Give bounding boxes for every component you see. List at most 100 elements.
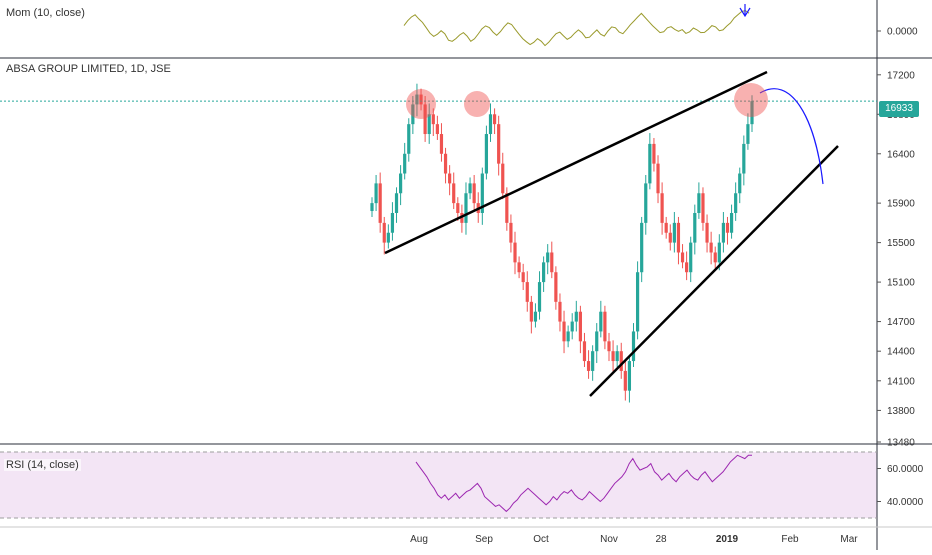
candle-body (623, 370, 627, 391)
candle-body (693, 212, 697, 243)
time-tick-label: Feb (781, 534, 799, 545)
candle-body (599, 311, 603, 332)
time-tick-label: Mar (840, 534, 858, 545)
candle-body (505, 193, 509, 223)
price-tick-label: 13800 (887, 406, 915, 417)
rsi-band-background (0, 452, 877, 518)
candle-body (586, 361, 591, 371)
candle-body (668, 232, 672, 243)
candle-body (591, 351, 595, 371)
candle-body (558, 301, 562, 322)
candle-body (374, 183, 378, 204)
candle-body (525, 282, 529, 302)
candle-body (537, 282, 542, 312)
time-tick-label: Oct (533, 534, 549, 545)
price-chart-title: ABSA GROUP LIMITED, 1D, JSE (4, 63, 173, 75)
momentum-title: Mom (10, close) (4, 7, 87, 19)
rsi-title: RSI (14, close) (4, 459, 81, 471)
candle-body (729, 212, 734, 233)
candle-body (456, 203, 460, 213)
time-tick-label: 28 (655, 534, 667, 545)
candle-body (750, 101, 754, 125)
candle-body (546, 252, 550, 263)
candle-body (635, 272, 640, 332)
candle-body (648, 143, 652, 184)
time-tick-label: Aug (410, 534, 428, 545)
time-tick-label: 2019 (716, 534, 739, 545)
candle-body (435, 124, 439, 135)
candle-body (582, 341, 587, 362)
candle-body (521, 272, 525, 283)
candle-body (603, 311, 607, 342)
time-axis: Aug Sep Oct Nov 28 2019 Feb Mar (410, 534, 858, 545)
candle-body (607, 341, 611, 352)
top-marker-2 (464, 91, 490, 117)
candle-body (701, 193, 705, 223)
candle-body (480, 173, 484, 213)
candle-body (689, 242, 693, 273)
candle-body (631, 331, 636, 362)
time-tick-label: Sep (475, 534, 493, 545)
candle-body (497, 124, 501, 164)
candlestick-series (370, 83, 754, 403)
candle-body (378, 183, 382, 223)
candle-body (423, 104, 427, 135)
top-marker-3 (734, 83, 768, 117)
candle-body (574, 311, 578, 322)
price-tick-label: 13480 (887, 438, 915, 449)
candle-body (595, 331, 599, 352)
candle-body (513, 242, 517, 263)
price-tick-label: 15900 (887, 199, 915, 210)
candle-body (382, 222, 386, 243)
candle-body (386, 232, 390, 243)
candle-body (501, 163, 505, 194)
candle-body (407, 124, 411, 154)
candle-body (721, 222, 725, 243)
candle-body (517, 262, 521, 273)
resistance-trendline (384, 70, 768, 255)
candle-body (746, 124, 750, 144)
candle-body (656, 163, 660, 194)
candle-body (664, 222, 668, 233)
candle-body (431, 114, 435, 125)
candle-body (550, 252, 554, 273)
candle-body (439, 134, 444, 154)
price-tick-label: 15500 (887, 238, 915, 249)
candle-body (672, 222, 676, 243)
candle-body (464, 193, 468, 223)
top-marker-1 (406, 89, 436, 119)
candle-body (452, 183, 456, 204)
candle-body (680, 252, 685, 263)
candle-body (742, 143, 746, 174)
candle-body (660, 193, 664, 223)
candle-body (562, 321, 566, 342)
price-tick-label: 16400 (887, 149, 915, 160)
candle-body (443, 153, 448, 174)
candle-body (533, 311, 538, 322)
candle-body (709, 242, 713, 253)
candle-body (415, 94, 419, 105)
candle-body (484, 134, 489, 174)
candle-body (419, 94, 423, 105)
candle-body (725, 222, 730, 233)
price-tick-label: 14100 (887, 376, 915, 387)
candle-body (399, 173, 403, 194)
candle-body (554, 272, 558, 302)
candle-body (570, 321, 574, 332)
candle-body (468, 183, 472, 194)
momentum-tick-label: 0.0000 (887, 27, 918, 38)
candle-body (509, 222, 513, 243)
price-tick-label: 14700 (887, 317, 915, 328)
candle-body (427, 114, 431, 135)
price-tick-label: 17200 (887, 70, 915, 81)
candle-body (394, 193, 399, 213)
candle-body (472, 183, 476, 204)
projection-curve (759, 88, 824, 185)
candle-body (697, 193, 701, 213)
candle-body (390, 212, 395, 233)
price-tick-label: 15100 (887, 278, 915, 289)
rsi-tick-label: 40.0000 (887, 497, 924, 508)
candle-body (566, 331, 570, 342)
